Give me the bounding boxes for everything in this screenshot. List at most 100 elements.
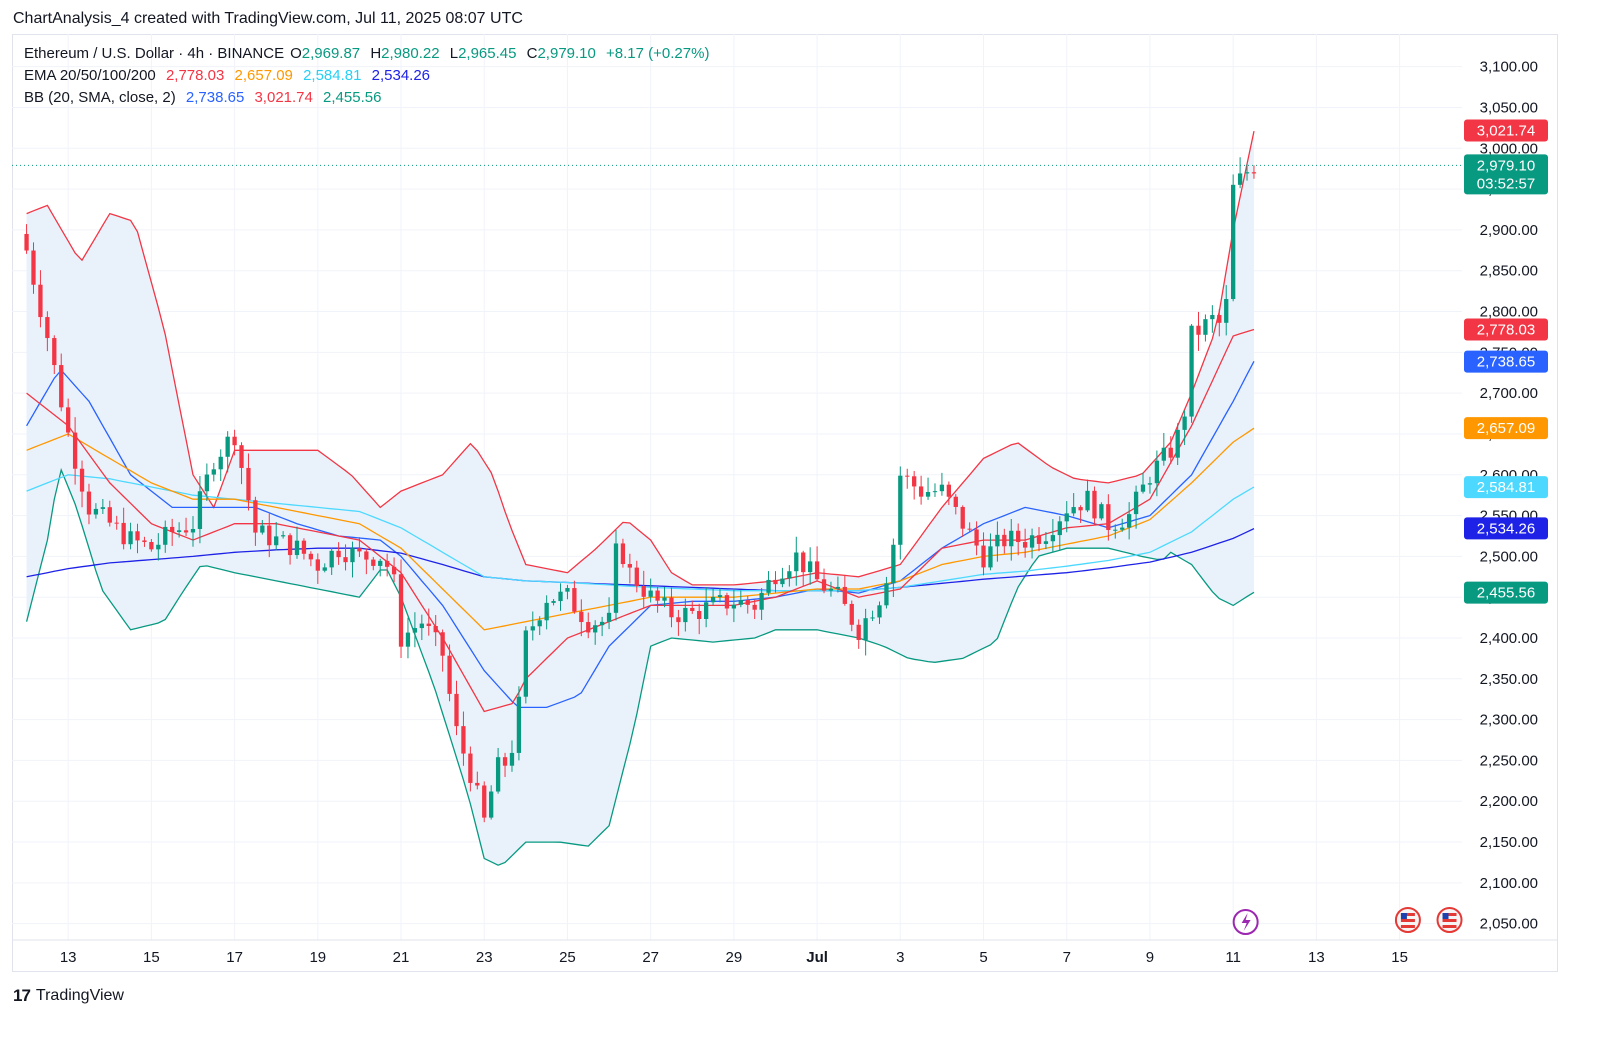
candle-body[interactable] — [1002, 534, 1007, 547]
candle-body[interactable] — [870, 617, 875, 619]
candle-body[interactable] — [405, 632, 411, 647]
candle-body[interactable] — [766, 579, 771, 593]
candle-body[interactable] — [641, 585, 646, 597]
candle-body[interactable] — [412, 628, 418, 633]
candle-body[interactable] — [898, 475, 903, 545]
candle-body[interactable] — [1182, 416, 1187, 430]
candle-body[interactable] — [918, 486, 924, 497]
candle-body[interactable] — [752, 604, 757, 610]
candle-body[interactable] — [530, 626, 535, 631]
candle-body[interactable] — [114, 522, 119, 524]
ema100-badge[interactable] — [1464, 476, 1548, 499]
candle-body[interactable] — [856, 624, 861, 640]
candle-body[interactable] — [1244, 172, 1250, 174]
symbol-title[interactable]: Ethereum / U.S. Dollar · 4h · BINANCE — [24, 45, 285, 62]
candle-body[interactable] — [502, 757, 508, 766]
candle-body[interactable] — [322, 567, 327, 571]
last-price-badge[interactable] — [1464, 154, 1548, 195]
candle-body[interactable] — [1231, 184, 1236, 300]
candle-body[interactable] — [523, 630, 528, 697]
candle-body[interactable] — [287, 535, 293, 556]
candle-body[interactable] — [599, 621, 605, 626]
candle-body[interactable] — [1092, 490, 1097, 519]
candle-body[interactable] — [579, 611, 584, 623]
candle-body[interactable] — [1050, 535, 1056, 542]
bb-upper-line[interactable] — [26, 130, 1255, 586]
candle-body[interactable] — [1237, 173, 1243, 185]
candle-body[interactable] — [974, 529, 979, 546]
candle-body[interactable] — [884, 583, 889, 606]
candle-body[interactable] — [426, 623, 431, 626]
candle-body[interactable] — [1085, 490, 1090, 511]
candle-body[interactable] — [662, 597, 667, 601]
candle-body[interactable] — [912, 476, 917, 487]
candle-body[interactable] — [710, 597, 716, 603]
candle-body[interactable] — [828, 588, 834, 591]
candle-body[interactable] — [239, 445, 244, 468]
candle-body[interactable] — [183, 530, 189, 533]
candle-body[interactable] — [79, 468, 85, 492]
candle-body[interactable] — [1168, 447, 1173, 458]
candle-body[interactable] — [204, 474, 210, 492]
candle-body[interactable] — [315, 559, 320, 571]
ema20-line[interactable] — [26, 328, 1255, 713]
candle-body[interactable] — [1016, 530, 1021, 543]
candle-body[interactable] — [586, 622, 591, 633]
candle-body[interactable] — [1251, 172, 1257, 174]
candle-body[interactable] — [482, 785, 487, 818]
candle-body[interactable] — [988, 546, 993, 568]
candle-body[interactable] — [100, 507, 105, 509]
candle-body[interactable] — [176, 530, 182, 532]
candle-body[interactable] — [495, 757, 501, 792]
chart-frame[interactable] — [12, 34, 1558, 972]
candle-body[interactable] — [163, 526, 168, 545]
candle-body[interactable] — [738, 600, 743, 605]
candle-body[interactable] — [371, 559, 376, 566]
candle-body[interactable] — [627, 564, 633, 568]
bb-basis-badge[interactable] — [1464, 350, 1548, 373]
candle-body[interactable] — [537, 620, 542, 627]
ema20-badge[interactable] — [1464, 318, 1548, 341]
bb-lower-badge[interactable] — [1464, 581, 1548, 604]
candle-body[interactable] — [620, 543, 626, 565]
candle-body[interactable] — [683, 607, 688, 623]
candle-body[interactable] — [336, 550, 341, 558]
tradingview-logo[interactable]: 17 TradingView — [13, 986, 124, 1006]
candle-body[interactable] — [745, 600, 750, 605]
ema50-badge[interactable] — [1464, 417, 1548, 440]
candle-body[interactable] — [447, 655, 452, 694]
ema200-badge[interactable] — [1464, 517, 1548, 540]
candle-body[interactable] — [981, 545, 986, 568]
candle-body[interactable] — [93, 508, 99, 515]
candle-body[interactable] — [877, 605, 882, 618]
candle-body[interactable] — [350, 548, 355, 563]
candle-body[interactable] — [329, 550, 334, 568]
candle-body[interactable] — [509, 752, 515, 766]
candle-body[interactable] — [1140, 484, 1146, 492]
candle-body[interactable] — [572, 588, 577, 612]
candle-body[interactable] — [475, 782, 480, 786]
candle-body[interactable] — [1224, 299, 1229, 323]
candle-body[interactable] — [516, 696, 522, 753]
candle-body[interactable] — [72, 432, 78, 469]
candle-body[interactable] — [773, 579, 778, 585]
candle-body[interactable] — [814, 561, 820, 580]
candle-body[interactable] — [1043, 541, 1049, 544]
candle-body[interactable] — [1210, 315, 1215, 320]
candle-body[interactable] — [419, 623, 424, 629]
candle-body[interactable] — [808, 561, 813, 573]
candle-body[interactable] — [454, 693, 459, 727]
candle-body[interactable] — [1009, 530, 1014, 547]
candle-body[interactable] — [1175, 429, 1180, 458]
candle-body[interactable] — [121, 522, 126, 545]
candle-body[interactable] — [606, 612, 612, 622]
candle-body[interactable] — [565, 588, 570, 592]
candle-body[interactable] — [107, 507, 112, 523]
candle-body[interactable] — [1071, 507, 1076, 514]
candle-body[interactable] — [724, 595, 730, 609]
candle-body[interactable] — [953, 496, 958, 507]
candle-body[interactable] — [225, 436, 230, 457]
candle-body[interactable] — [357, 548, 362, 552]
candle-body[interactable] — [156, 544, 161, 550]
candle-body[interactable] — [31, 250, 36, 285]
